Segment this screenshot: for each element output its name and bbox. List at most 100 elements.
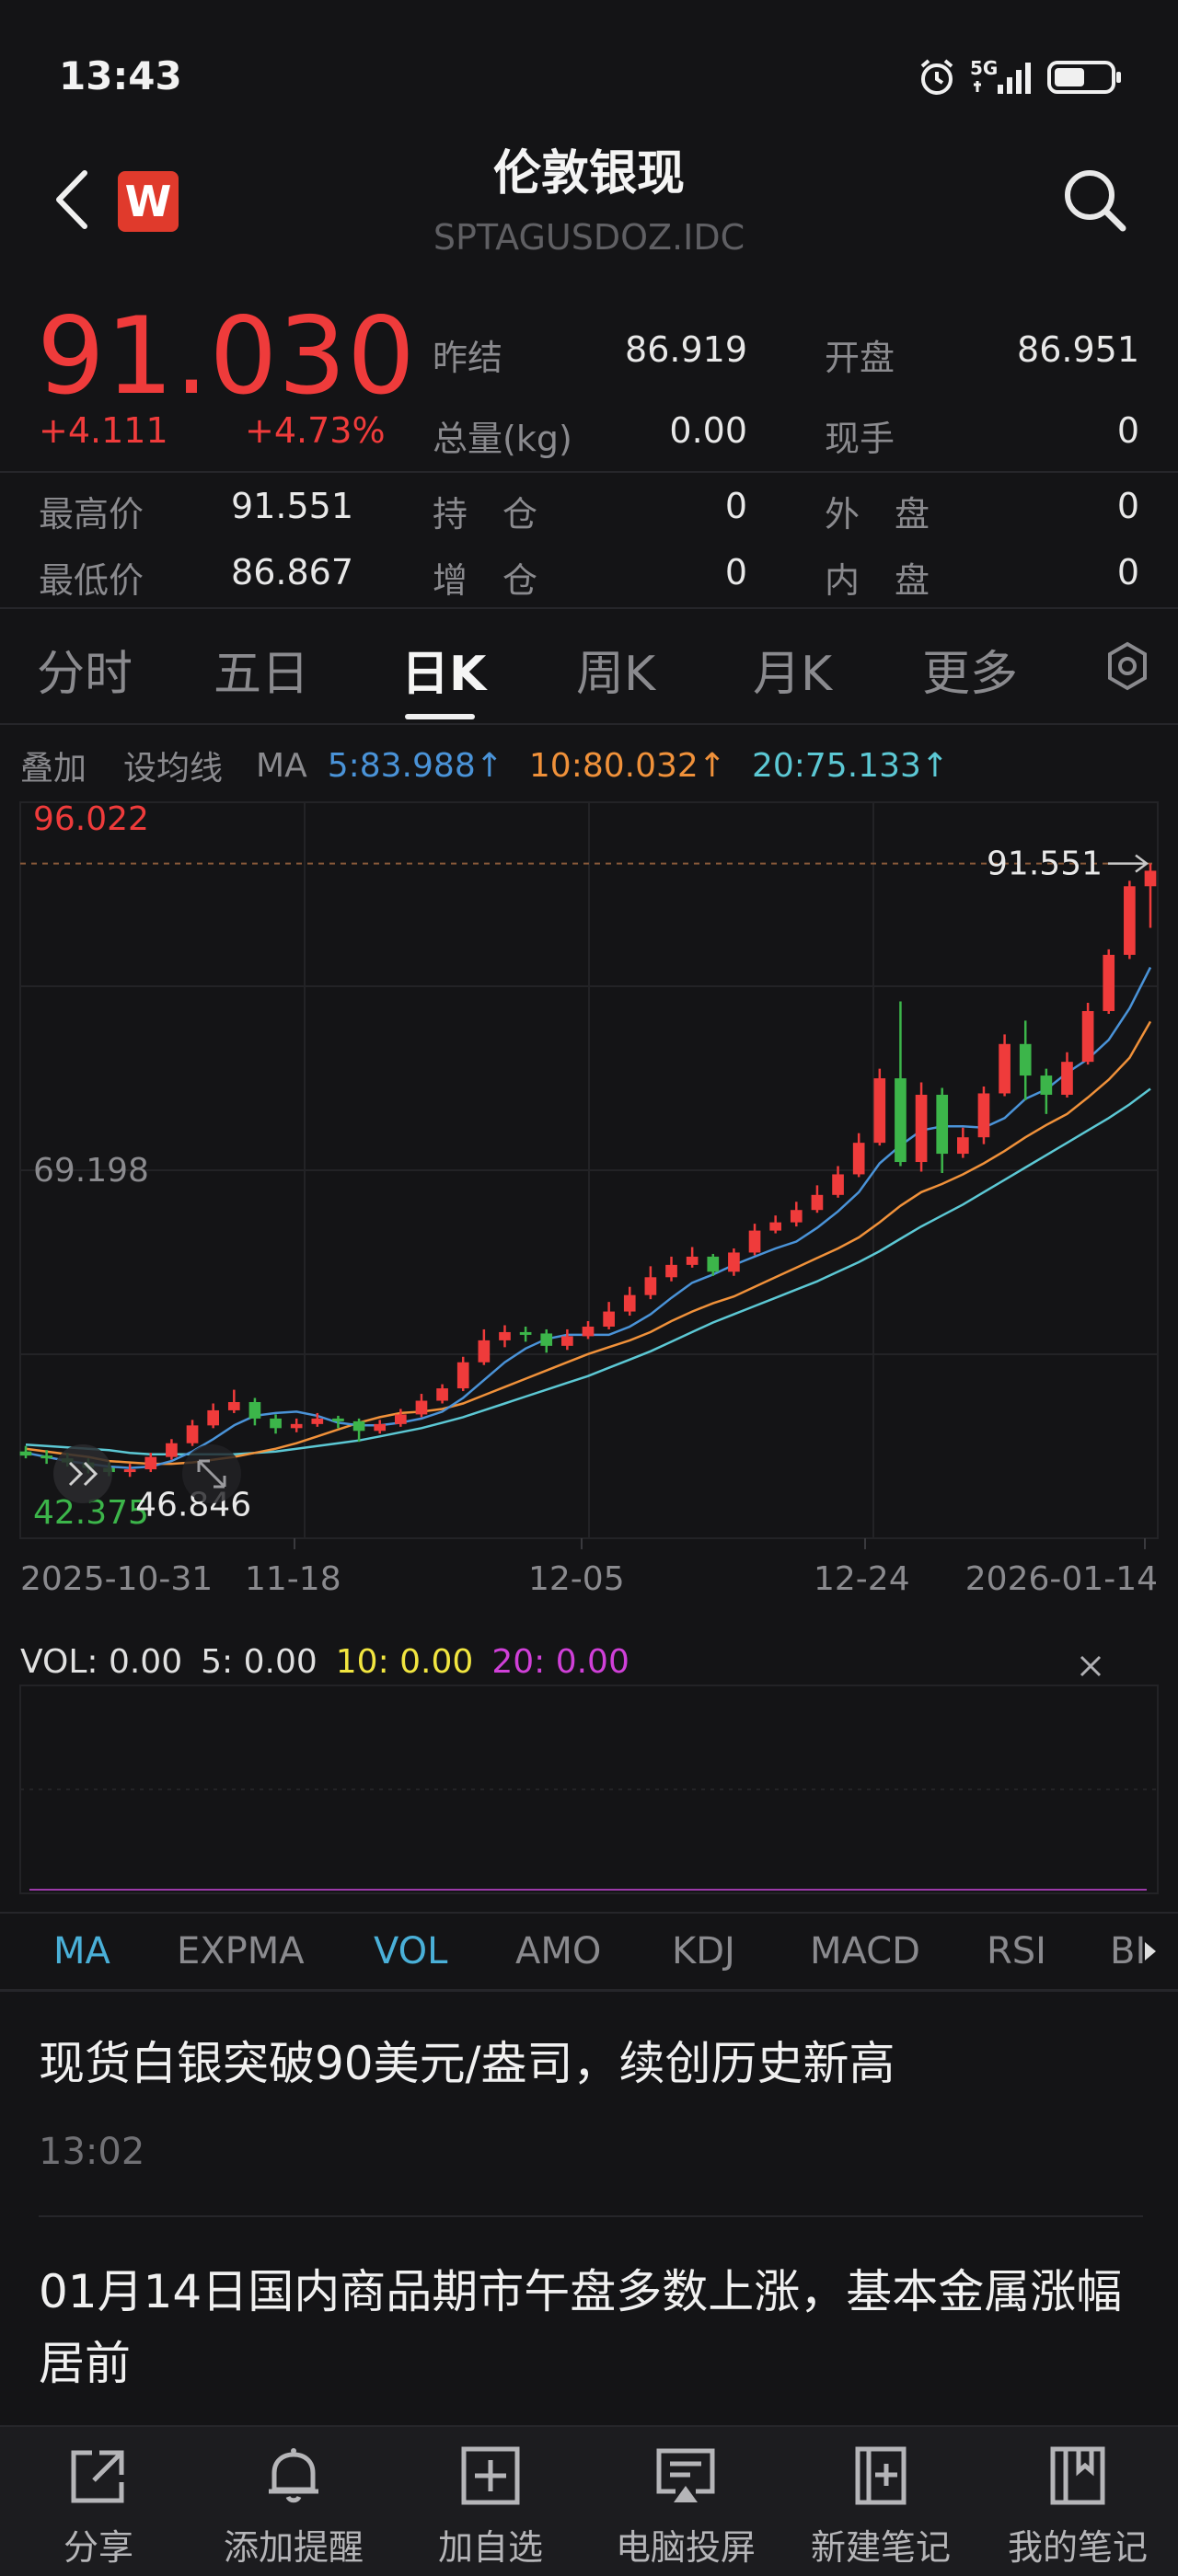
candle [956,1137,969,1155]
max-price-marker: 91.551 [987,845,1103,883]
candle [873,1078,886,1144]
candle [290,1423,303,1429]
inner-value: 0 [1116,552,1139,592]
indicator-tab-amo[interactable]: AMO [515,1930,602,1972]
position-label: 持 仓 [433,494,538,535]
nav-my-notes-label: 我的笔记 [1007,2527,1148,2568]
candle [1061,1062,1073,1095]
increase-value: 0 [724,552,747,592]
candle [644,1277,657,1295]
divider [0,723,1178,725]
nav-add-watchlist[interactable]: 加自选 [394,2444,587,2570]
candle [270,1418,282,1429]
new-note-icon [855,2446,907,2505]
network-label: 5G [970,57,999,79]
nav-add-alert[interactable]: 添加提醒 [197,2444,390,2570]
ma20-value: 20:75.133↑ [751,746,950,785]
candle [1144,870,1157,887]
collapse-icon [68,1461,98,1487]
indicator-tab-bi[interactable]: BI [1110,1930,1147,1972]
nav-share[interactable]: 分享 [2,2444,195,2570]
increase-label: 增 仓 [433,560,538,601]
tab-weekly-k[interactable]: 周K [576,647,656,702]
indicator-tab-kdj[interactable]: KDJ [672,1930,735,1972]
volume-value: 0.00 [669,410,747,451]
candle [832,1174,844,1195]
overlay-button[interactable]: 叠加 [20,750,87,788]
candle [1081,1010,1094,1063]
nav-screen-cast-label: 电脑投屏 [615,2527,756,2568]
indicator-tab-macd[interactable]: MACD [810,1930,920,1972]
nav-my-notes[interactable]: 我的笔记 [981,2444,1174,2570]
candle [561,1336,573,1346]
candle [811,1194,824,1211]
volume-chart[interactable] [0,1684,1178,1914]
notes-icon [1050,2446,1105,2505]
price-change: +4.111 [39,410,168,451]
candle [686,1256,699,1265]
status-icons: 5G [917,57,1123,98]
candle [977,1093,990,1138]
candle [166,1443,178,1457]
candlestick-chart[interactable]: 96.02269.19842.37591.55146.8462025-10-31… [0,791,1178,1619]
tab-intraday[interactable]: 分时 [37,647,133,702]
candle [540,1333,553,1346]
candle [144,1456,157,1470]
news-item-time: 13:02 [39,2131,145,2173]
high-value: 91.551 [231,486,353,526]
back-icon[interactable] [52,167,92,232]
chart-settings-icon[interactable] [1104,640,1150,692]
candle [436,1388,448,1401]
candle [707,1256,720,1272]
outer-label: 外 盘 [825,494,930,535]
divider [0,471,1178,473]
candle [186,1425,199,1443]
candle [665,1264,677,1278]
candle [852,1143,865,1175]
outer-value: 0 [1116,486,1139,526]
scroll-right-icon[interactable] [1141,1939,1160,1963]
low-label: 最低价 [39,560,144,601]
high-label: 最高价 [39,494,144,535]
inner-label: 内 盘 [825,560,930,601]
vol-ma5: 5: 0.00 [201,1643,318,1681]
tab-more[interactable]: 更多 [922,647,1019,702]
candle [748,1230,761,1253]
fullscreen-icon [197,1459,226,1489]
indicator-tab-vol[interactable]: VOL [374,1930,448,1972]
candle [582,1326,595,1337]
news-item-title[interactable]: 01月14日国内商品期市午盘多数上涨，基本金属涨幅居前 [39,2265,1123,2390]
nav-new-note[interactable]: 新建笔记 [784,2444,977,2570]
candle [394,1414,407,1424]
open-value: 86.951 [1017,329,1139,370]
prev-settle-value: 86.919 [625,329,747,370]
indicator-tab-rsi[interactable]: RSI [987,1930,1046,1972]
tab-five-day[interactable]: 五日 [214,647,310,702]
y-axis-mid-label: 69.198 [33,1152,149,1190]
tab-daily-k[interactable]: 日K [401,647,487,702]
tab-monthly-k[interactable]: 月K [753,647,833,702]
nav-add-alert-label: 添加提醒 [223,2527,364,2568]
candle [1019,1043,1032,1076]
share-icon [71,2450,124,2503]
ma-legend: 叠加 设均线 MA 5:83.988↑ 10:80.032↑ 20:75.133… [20,742,949,789]
signal-icon: 5G [970,57,1034,98]
news-item-title[interactable]: 现货白银突破90美元/盎司，续创历史新高 [39,2037,895,2090]
indicator-tab-expma[interactable]: EXPMA [177,1930,305,1972]
bell-icon [269,2448,318,2503]
current-hand-label: 现手 [825,419,895,459]
indicator-tab-ma[interactable]: MA [53,1930,110,1972]
nav-share-label: 分享 [63,2527,133,2568]
candle [895,1078,907,1163]
candle [415,1400,428,1415]
candle [227,1401,240,1410]
x-axis-tick-label: 12-05 [528,1560,625,1598]
search-icon[interactable] [1060,166,1130,236]
close-icon[interactable] [1077,1652,1104,1680]
active-tab-indicator [405,714,475,719]
set-ma-button[interactable]: 设均线 [123,750,224,788]
nav-screen-cast[interactable]: 电脑投屏 [589,2444,782,2570]
volume-label: 总量(kg) [433,419,572,459]
nav-new-note-label: 新建笔记 [810,2527,951,2568]
candle [352,1420,365,1432]
